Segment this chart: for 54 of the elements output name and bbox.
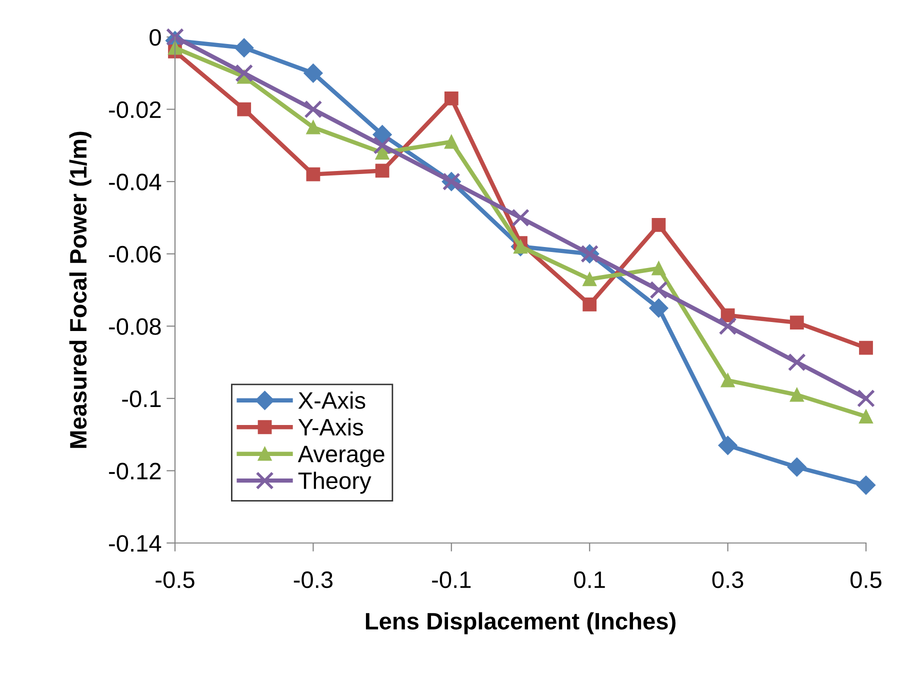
legend-label: X-Axis: [298, 392, 366, 409]
y-tick-label: -0.1: [122, 390, 161, 408]
point: [304, 64, 323, 83]
point: [859, 340, 873, 355]
point: [444, 134, 458, 149]
y-tick-label: -0.02: [109, 101, 161, 118]
point: [306, 120, 320, 134]
y-tick-label: -0.04: [109, 174, 162, 190]
x-tick-label: 0.1: [574, 571, 605, 588]
y-tick-label: -0.14: [109, 535, 162, 552]
y-tick-label: 0: [150, 29, 161, 46]
x-axis-title: Lens Displacement (Inches): [366, 612, 676, 634]
point: [650, 280, 668, 300]
point: [306, 167, 320, 182]
point: [375, 164, 390, 178]
point: [856, 389, 876, 408]
point: [718, 436, 738, 455]
y-tick-label: -0.12: [109, 462, 161, 480]
point: [859, 410, 873, 424]
point: [514, 240, 528, 254]
x-tick-label: 0.5: [850, 571, 882, 588]
point: [372, 125, 392, 144]
point: [790, 388, 804, 402]
legend-label: Y-Axis: [298, 418, 364, 436]
y-axis-title: Measured Focal Power (1/m): [69, 132, 92, 448]
point: [718, 317, 737, 336]
x-tick-label: -0.3: [294, 571, 333, 588]
x-tick-label: -0.5: [156, 571, 194, 588]
point: [787, 458, 806, 477]
point: [856, 476, 876, 495]
y-tick-label: -0.06: [109, 246, 161, 263]
point: [304, 100, 322, 118]
point: [237, 102, 252, 116]
point: [720, 373, 735, 388]
point: [168, 40, 182, 55]
x-tick-label: -0.1: [432, 571, 471, 588]
legend-label: Theory: [298, 472, 372, 494]
x-tick-label: 0.3: [712, 571, 744, 588]
point: [790, 316, 804, 330]
point: [582, 272, 597, 286]
legend-label: Average: [298, 446, 384, 468]
point: [444, 92, 458, 106]
point: [649, 298, 668, 318]
point: [652, 261, 666, 276]
point: [234, 38, 254, 58]
point: [652, 218, 666, 232]
point: [511, 208, 530, 227]
point: [582, 298, 597, 312]
point: [166, 28, 184, 46]
point: [788, 353, 806, 372]
point: [235, 64, 254, 82]
point: [375, 146, 390, 160]
y-tick-label: -0.08: [109, 318, 161, 335]
point: [373, 136, 392, 154]
